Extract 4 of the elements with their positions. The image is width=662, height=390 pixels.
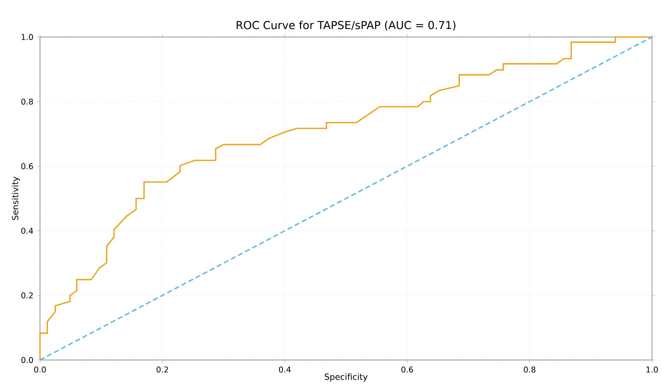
y-axis-title: Sensitivity — [12, 176, 20, 220]
line-series — [39, 36, 653, 361]
x-axis-title: Specificity — [324, 373, 368, 382]
chart-title: ROC Curve for TAPSE/sPAP (AUC = 0.71) — [236, 20, 456, 30]
